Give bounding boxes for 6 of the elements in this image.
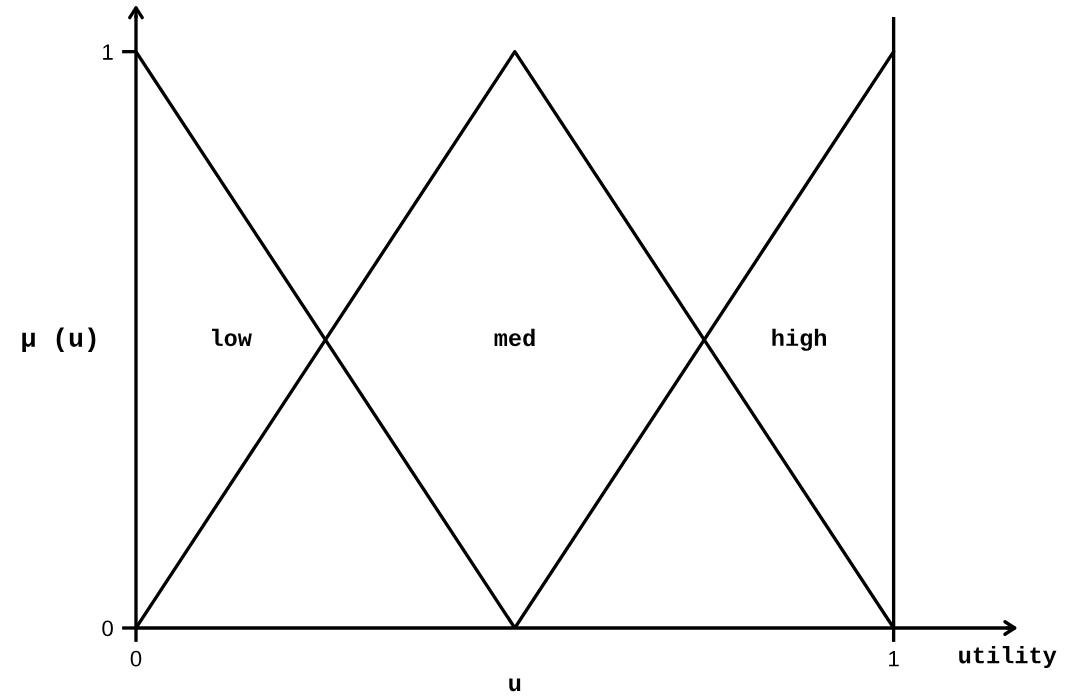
x-axis-title: u bbox=[509, 678, 521, 692]
y-axis-title: μ (u) bbox=[22, 327, 96, 353]
annotation: high bbox=[772, 328, 827, 351]
annotation: med bbox=[494, 328, 535, 347]
annotation: low bbox=[212, 328, 252, 347]
text: utility bbox=[959, 646, 1057, 669]
